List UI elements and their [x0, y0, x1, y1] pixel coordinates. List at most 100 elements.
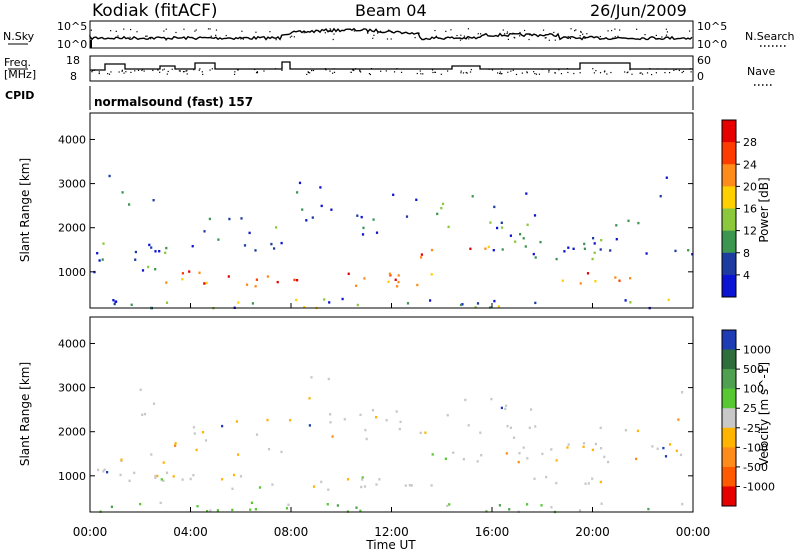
nave-dot — [91, 70, 94, 72]
colorbar-swatch — [722, 252, 736, 276]
echo-cell — [420, 256, 423, 259]
echo-cell — [583, 247, 586, 250]
echo-cell — [254, 508, 257, 511]
echo-cell — [245, 283, 249, 286]
nsearch-dot — [330, 29, 332, 31]
power-panel-frame — [89, 112, 694, 309]
colorbar-swatch — [722, 408, 736, 429]
power-colorbar: 28 24 20 16 12 8 4 — [721, 119, 757, 298]
echo-cell — [567, 246, 570, 249]
nave-dot — [185, 70, 187, 72]
colorbar-swatch — [722, 208, 736, 232]
nave-dot — [137, 69, 140, 72]
echo-cell — [599, 426, 602, 430]
echo-cell — [406, 302, 410, 305]
nsearch-dot — [632, 37, 634, 40]
nave-dot — [538, 73, 541, 75]
echo-cell — [156, 474, 159, 478]
nsearch-dot — [611, 37, 614, 39]
nave-dot — [162, 69, 164, 71]
echo-cell — [266, 418, 269, 422]
nave-dot — [352, 68, 354, 70]
nave-dot — [400, 71, 403, 73]
nsearch-dot — [655, 34, 657, 37]
echo-cell — [448, 503, 451, 506]
nave-dot — [446, 70, 449, 72]
nave-dot — [167, 70, 169, 73]
echo-cell — [113, 302, 116, 306]
echo-cell — [566, 446, 569, 449]
nave-dot — [560, 73, 563, 75]
echo-cell — [389, 274, 392, 277]
echo-cell — [609, 249, 612, 252]
echo-cell — [250, 501, 253, 504]
echo-cell — [308, 424, 311, 427]
nsearch-dot — [324, 32, 326, 34]
nave-dot — [689, 68, 692, 70]
nsearch-dot — [150, 38, 152, 40]
echo-cell — [221, 424, 224, 428]
velocity-colorbar: 1000 500 100 25 -25 -100 -500 -1000 — [721, 329, 775, 507]
nave-dot — [566, 68, 569, 70]
nsearch-dot — [90, 38, 93, 40]
x-tick-label: 12:00 — [374, 525, 409, 539]
echo-cell — [526, 503, 529, 506]
nsearch-dot — [512, 32, 514, 34]
echo-cell — [311, 216, 314, 219]
nsearch-dot — [136, 31, 138, 33]
echo-cell — [323, 298, 326, 301]
nave-dot — [186, 73, 188, 75]
nave-dot — [118, 71, 120, 73]
echo-cell — [677, 418, 680, 421]
echo-cell — [526, 223, 529, 226]
nave-dot — [143, 70, 145, 72]
nsearch-dot — [418, 32, 420, 34]
nave-dot — [274, 68, 277, 70]
colorbar-tick-label: 1000 — [743, 344, 771, 357]
nsearch-dot — [372, 37, 374, 39]
echo-cell — [691, 253, 694, 256]
echo-cell — [203, 282, 206, 285]
echo-cell — [273, 247, 276, 250]
nsearch-dot — [280, 35, 282, 37]
nave-dot — [182, 71, 185, 73]
nave-dot — [681, 71, 683, 74]
nsearch-dot — [688, 30, 691, 32]
nsearch-dot — [614, 36, 616, 38]
nave-tick-top: 60 — [697, 54, 711, 67]
echo-cell — [128, 479, 131, 482]
echo-cell — [674, 249, 677, 253]
nave-dot — [107, 73, 109, 75]
nsearch-dot — [210, 35, 212, 37]
echo-cell — [524, 245, 527, 248]
nave-dot — [352, 69, 354, 71]
nave-dot — [501, 68, 503, 70]
nsearch-dot — [388, 29, 390, 31]
echo-cell — [504, 404, 508, 407]
nsearch-dot — [183, 28, 185, 30]
echo-cell — [209, 509, 212, 512]
nave-dot — [548, 71, 550, 73]
y-tick-label: 4000 — [58, 337, 86, 350]
nsearch-dot — [569, 37, 572, 40]
echo-cell — [436, 212, 439, 216]
nsearch-dot — [367, 32, 369, 34]
nave-dot — [186, 70, 188, 72]
echo-cell — [165, 281, 168, 284]
nsearch-dot — [333, 33, 335, 35]
nave-dot — [121, 69, 123, 71]
nsearch-dot — [130, 28, 132, 31]
echo-cell — [150, 453, 153, 456]
echo-cell — [364, 428, 367, 432]
nave-dot — [98, 71, 100, 73]
echo-cell — [280, 450, 283, 454]
nave-dot — [380, 70, 382, 72]
echo-cell — [461, 303, 464, 306]
echo-cell — [615, 224, 618, 227]
nave-dot — [526, 72, 528, 74]
nsearch-dot — [209, 28, 211, 30]
nave-dot — [333, 71, 336, 73]
echo-cell — [154, 476, 157, 479]
echo-cell — [271, 483, 274, 486]
